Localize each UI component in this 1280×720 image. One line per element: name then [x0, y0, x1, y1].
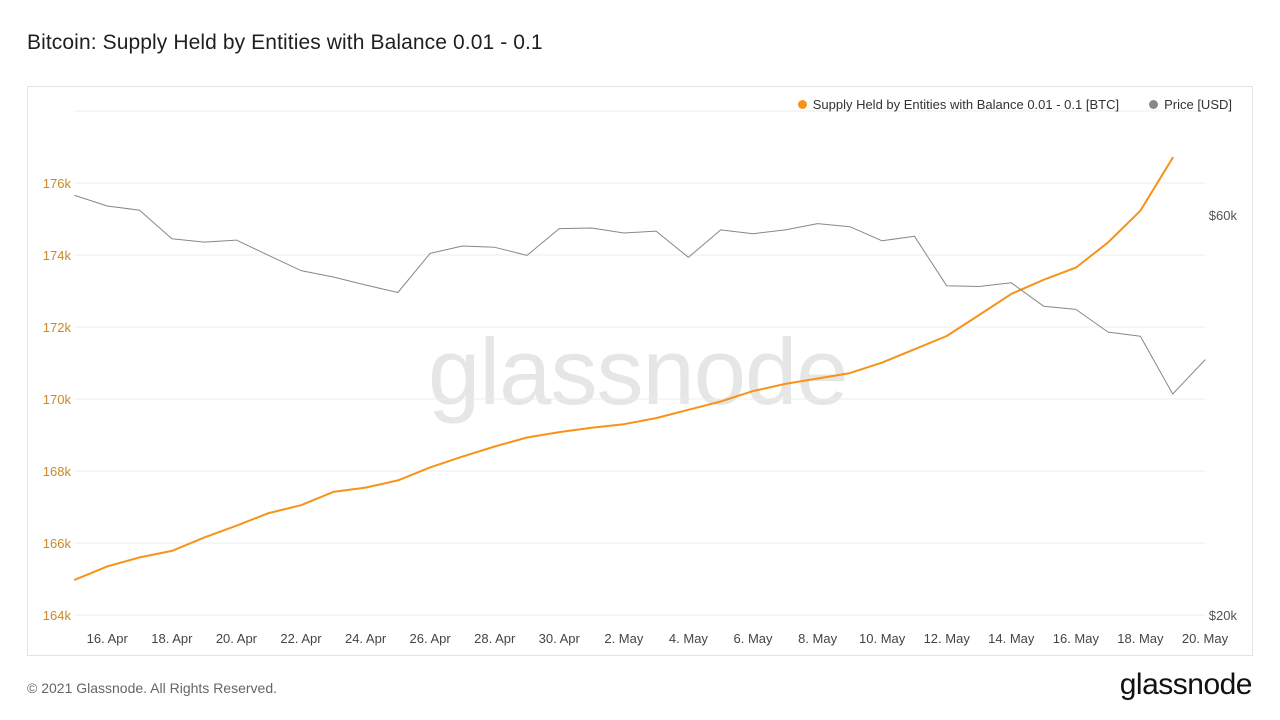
series-lines [74, 156, 1206, 581]
legend: Supply Held by Entities with Balance 0.0… [797, 97, 1232, 112]
legend-item-supply[interactable]: Supply Held by Entities with Balance 0.0… [797, 97, 1120, 112]
x-tick-label: 2. May [604, 631, 644, 646]
x-tick-label: 16. Apr [87, 631, 129, 646]
series-line-supply [74, 156, 1174, 581]
x-tick-label: 10. May [859, 631, 906, 646]
x-tick-label: 6. May [733, 631, 773, 646]
x-tick-label: 24. Apr [345, 631, 387, 646]
right-tick-label: $20k [1209, 608, 1238, 623]
x-tick-label: 18. May [1117, 631, 1164, 646]
chart-title: Bitcoin: Supply Held by Entities with Ba… [27, 31, 543, 54]
grid-lines [75, 110, 1205, 616]
left-axis-ticks: 164k 166k 168k 170k 172k 174k 176k [43, 176, 72, 623]
legend-dot-supply [797, 100, 807, 109]
left-tick-label: 176k [43, 176, 72, 191]
x-axis-ticks: 16. Apr 18. Apr 20. Apr 22. Apr 24. Apr 26. A… [87, 631, 1229, 646]
left-tick-label: 164k [43, 608, 72, 623]
x-tick-label: 20. May [1182, 631, 1229, 646]
x-tick-label: 20. Apr [216, 631, 258, 646]
copyright: © 2021 Glassnode. All Rights Reserved. [27, 680, 278, 696]
x-tick-label: 16. May [1053, 631, 1100, 646]
right-tick-label: $60k [1209, 208, 1238, 223]
x-tick-label: 28. Apr [474, 631, 516, 646]
left-tick-label: 166k [43, 536, 72, 551]
x-tick-label: 4. May [669, 631, 709, 646]
chart-frame [27, 86, 1253, 656]
left-tick-label: 170k [43, 392, 72, 407]
brand-logo: glassnode [1119, 668, 1253, 701]
left-tick-label: 168k [43, 464, 72, 479]
x-tick-label: 26. Apr [410, 631, 452, 646]
legend-label-price: Price [USD] [1164, 97, 1232, 112]
legend-item-price[interactable]: Price [USD] [1149, 97, 1232, 112]
x-tick-label: 8. May [798, 631, 838, 646]
x-tick-label: 18. Apr [151, 631, 193, 646]
series-line-price [74, 195, 1206, 395]
x-tick-label: 22. Apr [280, 631, 322, 646]
left-tick-label: 174k [43, 248, 72, 263]
legend-dot-price [1149, 100, 1159, 109]
x-tick-label: 14. May [988, 631, 1035, 646]
legend-label-supply: Supply Held by Entities with Balance 0.0… [812, 97, 1120, 112]
right-axis-ticks: $20k $60k [1209, 208, 1238, 623]
left-tick-label: 172k [43, 320, 72, 335]
x-tick-label: 12. May [924, 631, 971, 646]
x-tick-label: 30. Apr [539, 631, 581, 646]
